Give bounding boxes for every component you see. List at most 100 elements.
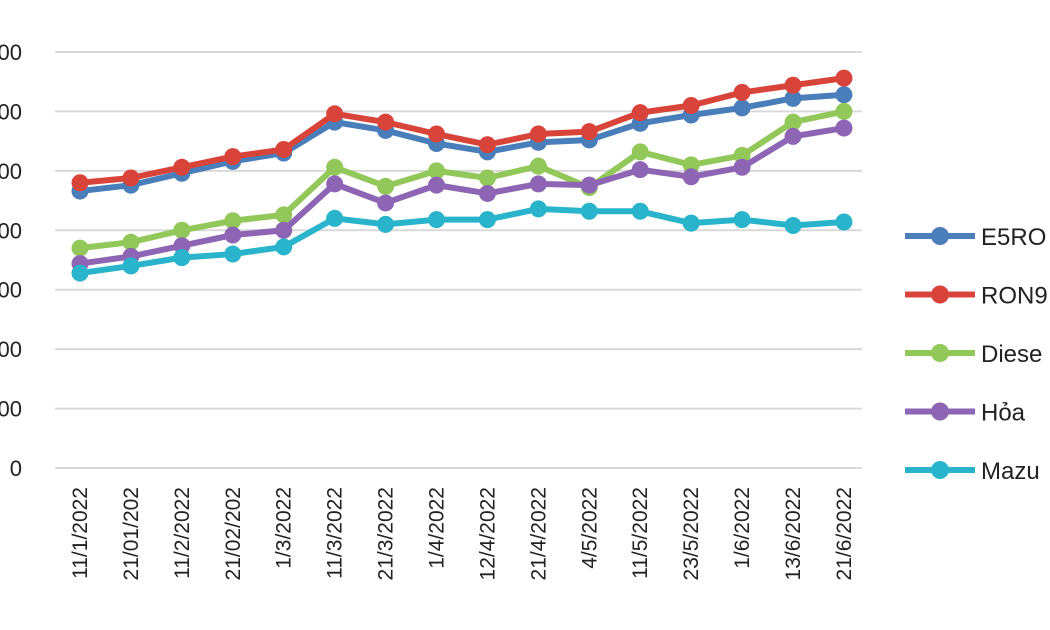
data-point [529,175,547,193]
legend-label: E5RO [981,224,1046,251]
data-point [631,161,649,179]
data-point [478,169,496,187]
data-point [733,211,751,229]
y-tick-label: 000 [0,397,22,422]
data-point [275,221,293,239]
data-point [784,76,802,94]
data-point [733,158,751,176]
data-point [529,200,547,218]
data-point [733,83,751,101]
series-0 [71,86,853,200]
data-point [224,245,242,263]
data-point [478,136,496,154]
y-tick-label: 000 [0,337,22,362]
data-point [428,176,446,194]
y-tick-label: 000 [0,40,22,65]
data-point [326,175,344,193]
data-point [275,206,293,224]
legend-swatch-marker [931,402,949,421]
x-tick-label: 21/3/2022 [375,487,398,580]
data-point [580,202,598,220]
series-lines [71,69,853,282]
y-tick-label: 000 [0,278,22,303]
data-point [275,140,293,158]
data-point [784,217,802,235]
data-point [71,174,89,192]
data-point [326,158,344,176]
data-point [478,184,496,202]
data-point [733,146,751,164]
x-tick-label: 11/5/2022 [629,487,652,579]
data-point [784,113,802,131]
legend-item: Diese [905,341,1042,368]
x-tick-label: 1/6/2022 [731,487,754,569]
data-point [326,105,344,123]
legend-item: Hỏa [905,400,1026,427]
data-point [733,99,751,117]
x-tick-label: 21/01/202 [120,487,143,580]
legend-item: Mazu [905,458,1040,485]
data-point [478,211,496,229]
data-point [326,209,344,227]
series-4 [71,200,853,282]
y-tick-label: 000 [0,99,22,124]
data-point [784,89,802,107]
x-tick-label: 23/5/2022 [680,487,703,580]
data-point [173,237,191,255]
series-line [77,125,847,267]
data-point [377,113,395,131]
series-line [77,205,847,277]
series-line [77,108,847,252]
data-point [835,86,853,104]
legend-item: E5RO [905,224,1046,251]
x-axis-ticks: 11/1/2022 21/01/202 11/2/2022 21/02/202 1/3/… [69,487,856,580]
y-axis-ticks: 0000000000000000000000 [0,40,22,481]
data-point [631,104,649,122]
data-point [580,123,598,141]
data-point [71,264,89,282]
legend-label: Hỏa [981,400,1026,427]
series-line [77,75,847,186]
x-tick-label: 21/4/2022 [527,487,550,580]
data-point [428,162,446,180]
legend-item: RON9 [905,283,1048,310]
data-point [631,143,649,161]
data-point [835,102,853,120]
data-point [682,96,700,114]
legend-swatch-marker [931,344,949,362]
data-point [377,177,395,195]
legend-label: RON9 [981,283,1048,310]
data-point [122,169,140,187]
series-1 [71,69,853,192]
data-point [835,119,853,137]
data-point [682,214,700,232]
y-tick-label: 0 [10,456,22,481]
legend-label: Diese [981,341,1042,368]
data-point [529,125,547,143]
x-tick-label: 21/6/2022 [833,487,856,580]
data-point [784,127,802,145]
series-3 [71,119,853,273]
x-tick-label: 11/2/2022 [171,487,194,579]
data-point [224,226,242,244]
data-point [71,239,89,257]
x-tick-label: 1/4/2022 [426,487,449,569]
data-point [428,211,446,229]
data-point [631,202,649,220]
series-line [77,91,847,195]
legend: E5RO RON9 Diese Hỏa Mazu [905,224,1048,485]
data-point [122,257,140,275]
legend-swatch-marker [931,285,949,304]
x-tick-label: 12/4/2022 [476,487,499,580]
x-tick-label: 4/5/2022 [578,487,601,569]
x-tick-label: 11/1/2022 [69,487,92,579]
x-tick-label: 11/3/2022 [324,487,347,579]
x-tick-label: 1/3/2022 [273,487,296,569]
legend-swatch-marker [931,461,949,479]
data-point [377,194,395,212]
data-point [835,69,853,87]
x-tick-label: 21/02/202 [222,487,245,580]
data-point [275,238,293,256]
data-point [173,249,191,267]
